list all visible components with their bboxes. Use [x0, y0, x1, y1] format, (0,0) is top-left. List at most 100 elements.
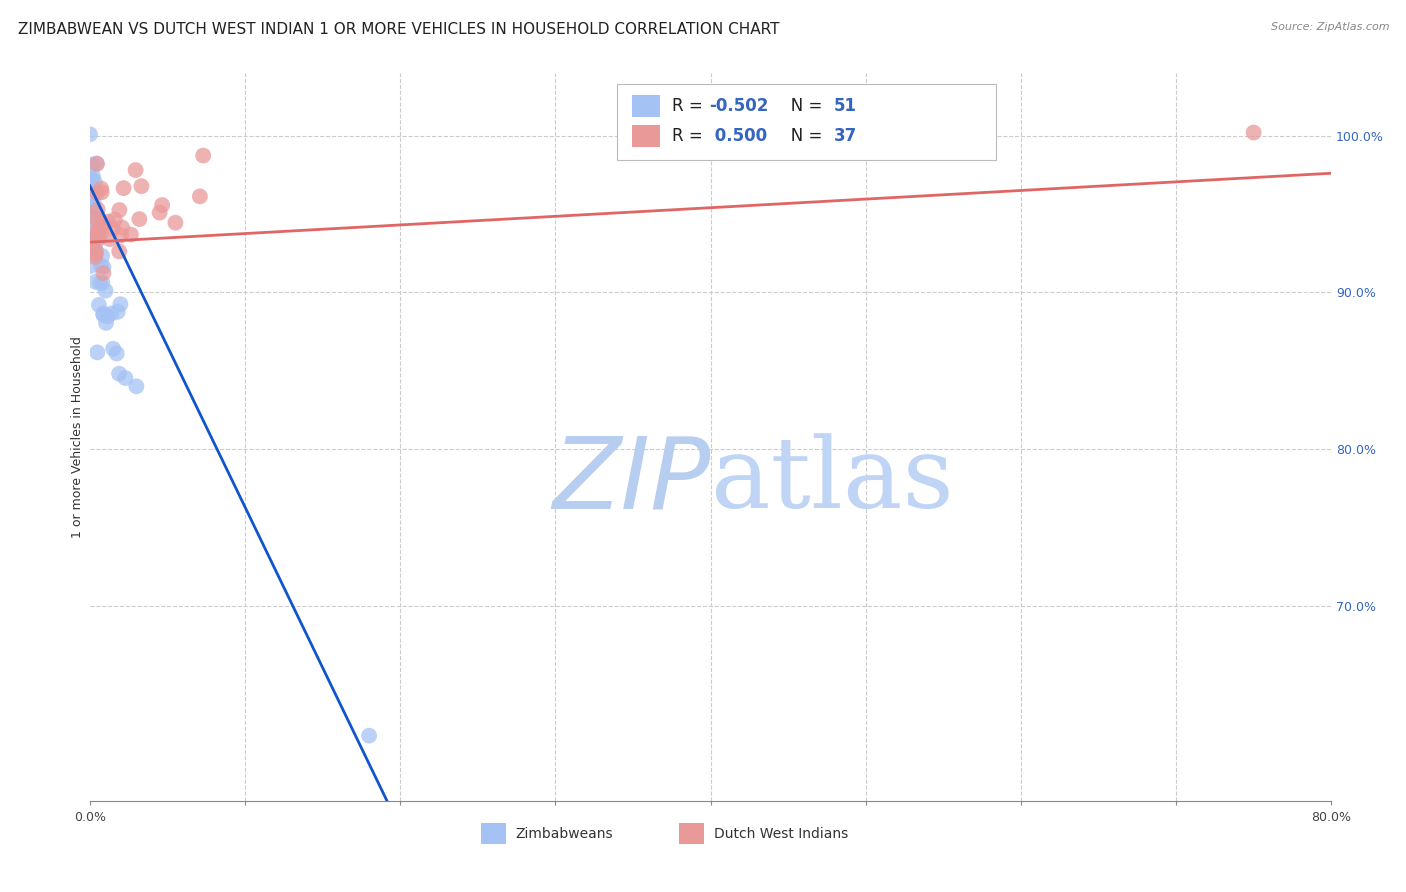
- Point: [83, 242, 105, 256]
- Point: [90, 259, 112, 273]
- Point: [84, 232, 107, 246]
- Point: [79, 237, 101, 252]
- Point: [80, 171, 103, 186]
- Point: [131, 179, 153, 194]
- Point: [108, 367, 131, 381]
- Point: [87, 298, 110, 312]
- Point: [82, 169, 104, 183]
- Text: 51: 51: [834, 96, 856, 115]
- Y-axis label: 1 or more Vehicles in Household: 1 or more Vehicles in Household: [72, 336, 84, 538]
- Bar: [633, 126, 659, 147]
- Text: -0.502: -0.502: [709, 96, 769, 115]
- Text: R =: R =: [672, 128, 709, 145]
- Point: [125, 379, 148, 393]
- Point: [94, 316, 117, 330]
- Point: [128, 212, 150, 227]
- Point: [86, 156, 108, 170]
- Point: [1243, 126, 1265, 140]
- Point: [112, 181, 135, 195]
- Point: [108, 202, 131, 217]
- Text: Zimbabweans: Zimbabweans: [516, 827, 613, 840]
- Point: [93, 266, 115, 280]
- FancyBboxPatch shape: [617, 84, 995, 161]
- Point: [87, 232, 110, 246]
- Bar: [633, 95, 659, 117]
- Point: [93, 260, 115, 274]
- Point: [84, 248, 107, 262]
- Point: [87, 227, 110, 241]
- Point: [110, 228, 132, 243]
- Point: [90, 181, 112, 195]
- Point: [79, 234, 101, 248]
- Point: [149, 205, 172, 219]
- Point: [100, 306, 122, 320]
- Point: [82, 194, 104, 209]
- Text: R =: R =: [672, 96, 709, 115]
- Point: [80, 158, 103, 172]
- Point: [89, 219, 111, 234]
- Point: [124, 163, 146, 178]
- Bar: [481, 823, 506, 844]
- Point: [94, 284, 117, 298]
- Point: [114, 371, 136, 385]
- Point: [120, 227, 142, 242]
- Point: [82, 183, 104, 197]
- Point: [79, 224, 101, 238]
- Point: [104, 212, 127, 227]
- Point: [84, 243, 107, 257]
- Text: 0.500: 0.500: [709, 128, 768, 145]
- Point: [86, 345, 108, 359]
- Point: [90, 215, 112, 229]
- Point: [97, 310, 120, 324]
- Point: [80, 207, 103, 221]
- Point: [86, 202, 108, 217]
- Point: [359, 729, 381, 743]
- Text: atlas: atlas: [710, 433, 953, 529]
- Point: [98, 232, 121, 246]
- Point: [84, 211, 107, 226]
- Point: [83, 199, 105, 213]
- Point: [79, 259, 101, 273]
- Point: [90, 185, 112, 199]
- Point: [83, 175, 105, 189]
- Point: [101, 221, 124, 235]
- Point: [91, 276, 114, 290]
- Point: [91, 249, 114, 263]
- Bar: [679, 823, 704, 844]
- Point: [89, 229, 111, 244]
- Point: [105, 346, 128, 360]
- Point: [97, 214, 120, 228]
- Point: [84, 227, 107, 242]
- Point: [86, 157, 108, 171]
- Point: [79, 210, 101, 224]
- Point: [108, 244, 131, 259]
- Point: [90, 219, 112, 234]
- Point: [111, 220, 134, 235]
- Point: [84, 210, 107, 224]
- Point: [107, 305, 129, 319]
- Point: [80, 210, 103, 224]
- Point: [80, 178, 103, 192]
- Point: [150, 198, 173, 212]
- Text: Dutch West Indians: Dutch West Indians: [714, 827, 848, 840]
- Text: 37: 37: [834, 128, 856, 145]
- Point: [93, 308, 115, 322]
- Point: [110, 297, 132, 311]
- Text: Source: ZipAtlas.com: Source: ZipAtlas.com: [1271, 22, 1389, 32]
- Text: N =: N =: [775, 96, 828, 115]
- Point: [165, 216, 187, 230]
- Point: [193, 148, 215, 162]
- Point: [91, 307, 114, 321]
- Point: [86, 232, 108, 246]
- Point: [83, 241, 105, 255]
- Text: N =: N =: [775, 128, 828, 145]
- Point: [82, 211, 104, 225]
- Point: [89, 276, 111, 290]
- Point: [80, 200, 103, 214]
- Point: [84, 275, 107, 289]
- Point: [188, 189, 211, 203]
- Point: [83, 227, 105, 242]
- Point: [79, 203, 101, 218]
- Point: [79, 128, 101, 142]
- Point: [84, 250, 107, 264]
